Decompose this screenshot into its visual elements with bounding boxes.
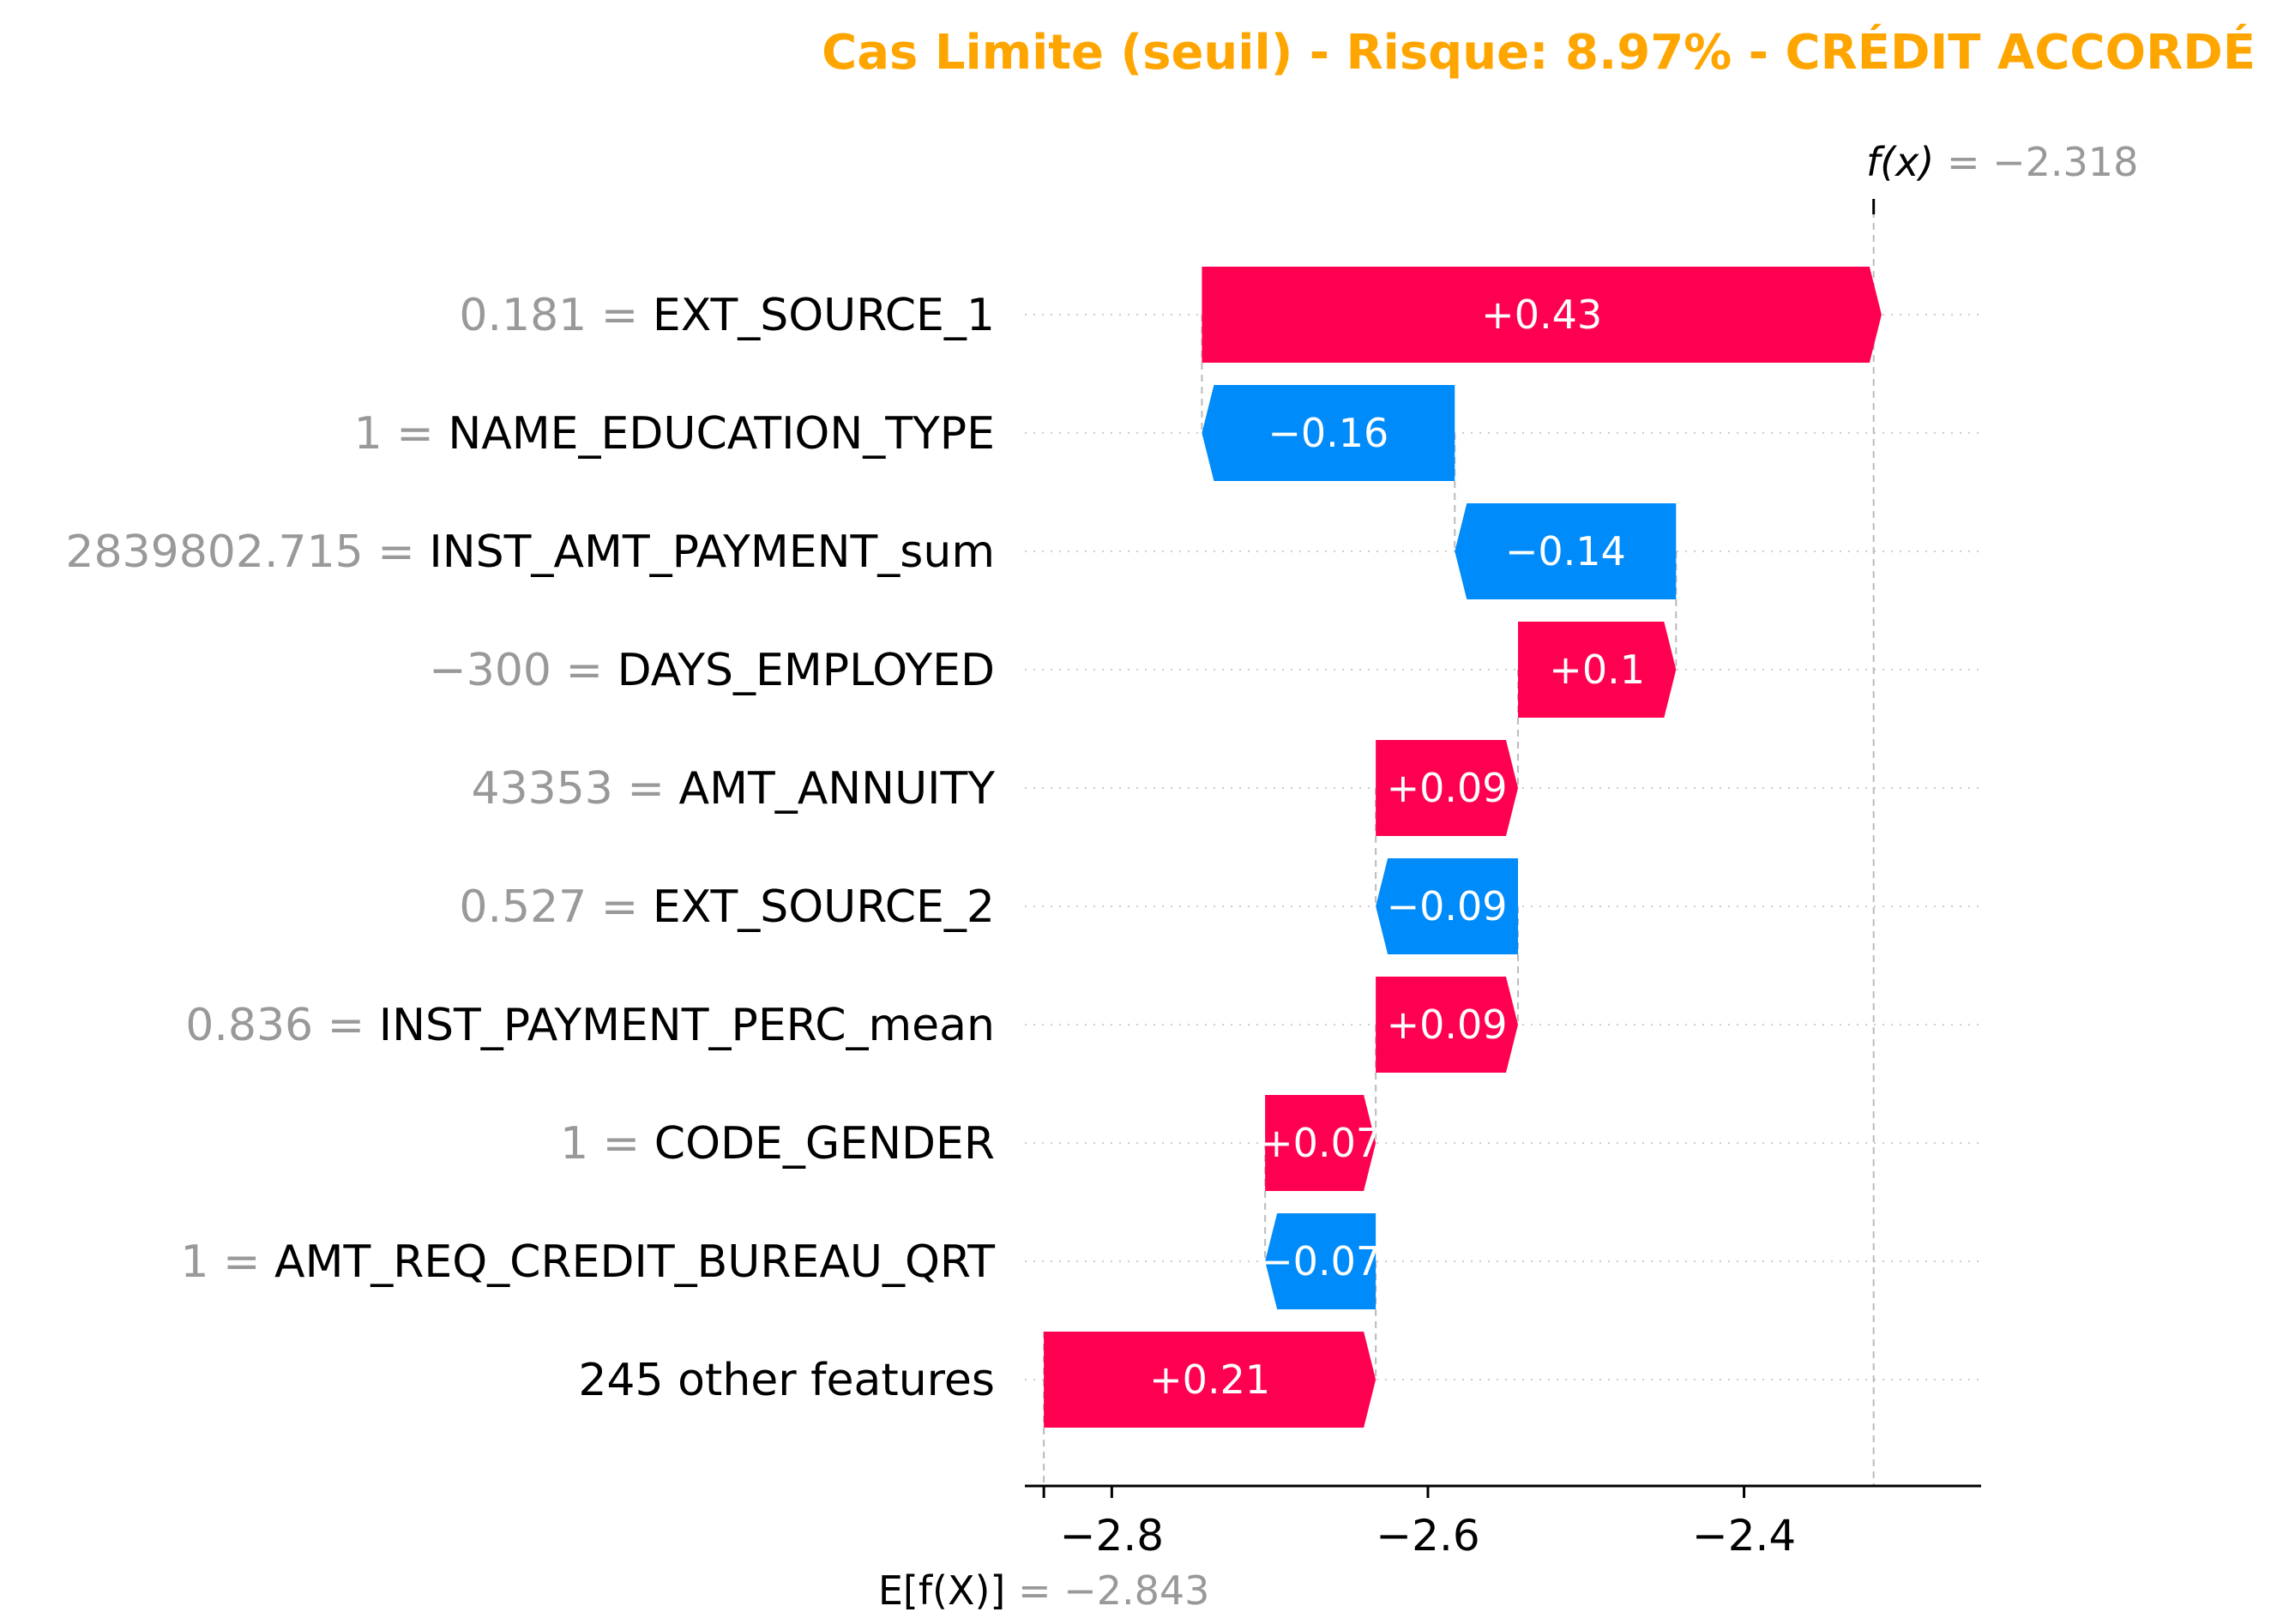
feature-value: 43353 =: [471, 763, 678, 815]
output-value-number: = −2.318: [1947, 139, 2138, 185]
bar-days-employed: [1518, 622, 1677, 718]
x-tick-label: −2.4: [1692, 1511, 1796, 1561]
output-value-annotation: f(x) = −2.318: [1866, 139, 2138, 185]
feature-label: 0.527 = EXT_SOURCE_2: [459, 881, 995, 933]
row-gridlines: [1025, 314, 1981, 1380]
feature-name: DAYS_EMPLOYED: [617, 645, 995, 696]
feature-label: 43353 = AMT_ANNUITY: [471, 763, 995, 815]
feature-label: 2839802.715 = INST_AMT_PAYMENT_sum: [65, 526, 995, 578]
annotations: E[f(X)] = −2.843 f(x) = −2.318: [878, 139, 2139, 1614]
bar-amt-annuity: [1376, 740, 1519, 836]
feature-value: 0.527 =: [459, 881, 653, 933]
feature-value: −300 =: [429, 645, 617, 696]
chart-title: Cas Limite (seuil) - Risque: 8.97% - CRÉ…: [822, 24, 2256, 81]
feature-label: 1 = AMT_REQ_CREDIT_BUREAU_QRT: [180, 1236, 995, 1288]
feature-label: 245 other features: [578, 1355, 995, 1406]
feature-name: INST_AMT_PAYMENT_sum: [429, 526, 995, 578]
feature-label: 0.836 = INST_PAYMENT_PERC_mean: [185, 1000, 995, 1051]
bar-value-label: −0.07: [1260, 1238, 1381, 1284]
base-value-number: = −2.843: [1018, 1567, 1209, 1614]
feature-value: 2839802.715 =: [65, 526, 429, 578]
feature-value: 0.181 =: [459, 290, 653, 341]
feature-label: 0.181 = EXT_SOURCE_1: [459, 290, 995, 341]
output-value-label: f(x): [1866, 139, 1947, 185]
bar-ext-source-2: [1376, 858, 1519, 954]
bar-245-other-features: [1044, 1332, 1376, 1428]
feature-name: 245 other features: [578, 1355, 995, 1406]
x-tick-label: −2.6: [1376, 1511, 1479, 1561]
feature-name: INST_PAYMENT_PERC_mean: [379, 1000, 995, 1051]
bars: +0.43 −0.16 −0.14 +0.1 +0.09 −0.09 +0.09 +0.07 −…: [1044, 267, 1882, 1428]
guide-lines: [1043, 199, 1875, 1486]
feature-name: EXT_SOURCE_1: [653, 290, 995, 341]
bar-value-label: −0.16: [1268, 410, 1389, 456]
feature-value: 1 =: [354, 408, 449, 460]
bar-value-label: +0.43: [1481, 292, 1602, 338]
bar-value-label: +0.09: [1387, 1001, 1508, 1048]
x-axis: −2.8 −2.6 −2.4: [1025, 199, 1981, 1561]
x-tick-label: −2.8: [1060, 1511, 1164, 1561]
bar-name-education-type: [1202, 385, 1455, 481]
feature-label: 1 = CODE_GENDER: [560, 1118, 995, 1170]
bar-ext-source-1: [1202, 267, 1882, 363]
feature-name: EXT_SOURCE_2: [653, 881, 995, 933]
base-value-annotation: E[f(X)] = −2.843: [878, 1567, 1210, 1614]
bar-code-gender: [1265, 1095, 1376, 1191]
bar-value-label: +0.09: [1387, 765, 1508, 811]
bar-value-label: −0.14: [1505, 528, 1626, 574]
feature-name: AMT_REQ_CREDIT_BUREAU_QRT: [274, 1236, 995, 1288]
feature-label: 1 = NAME_EDUCATION_TYPE: [354, 408, 995, 460]
bar-value-label: +0.07: [1260, 1120, 1381, 1166]
base-value-label: E[f(X)]: [878, 1567, 1018, 1614]
feature-labels: 0.181 = EXT_SOURCE_1 1 = NAME_EDUCATION_T…: [65, 290, 995, 1406]
bar-inst-payment-perc-mean: [1376, 977, 1519, 1073]
bar-inst-amt-payment-sum: [1455, 503, 1677, 599]
feature-name: CODE_GENDER: [654, 1118, 995, 1170]
bar-value-label: −0.09: [1387, 883, 1508, 929]
feature-label: −300 = DAYS_EMPLOYED: [429, 645, 995, 696]
feature-name: AMT_ANNUITY: [679, 763, 996, 815]
feature-value: 1 =: [180, 1236, 274, 1288]
feature-name: NAME_EDUCATION_TYPE: [448, 408, 995, 460]
bar-value-label: +0.1: [1549, 647, 1645, 693]
bar-amt-req-credit-bureau-qrt: [1265, 1213, 1376, 1309]
bar-value-label: +0.21: [1149, 1356, 1270, 1403]
feature-value: 1 =: [560, 1118, 654, 1170]
feature-value: 0.836 =: [185, 1000, 379, 1051]
